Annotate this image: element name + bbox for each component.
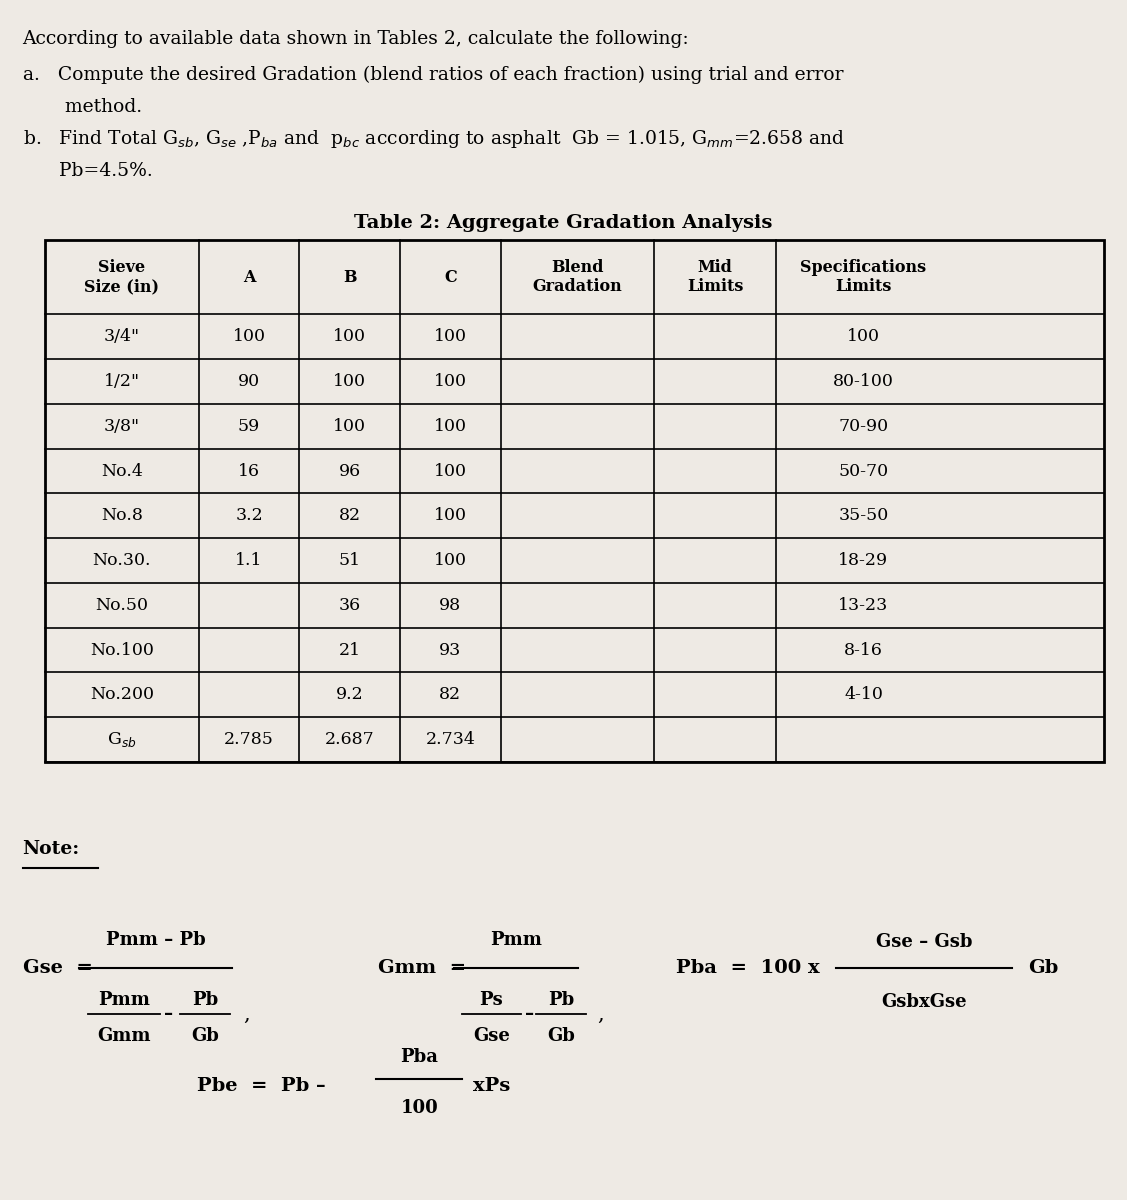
Text: Pba: Pba (400, 1049, 438, 1067)
Text: 100: 100 (848, 329, 880, 346)
Text: 2.734: 2.734 (425, 731, 476, 748)
Text: C: C (444, 269, 456, 286)
Text: a.   Compute the desired Gradation (blend ratios of each fraction) using trial a: a. Compute the desired Gradation (blend … (23, 66, 843, 84)
Text: Pbe  =  Pb –: Pbe = Pb – (197, 1078, 326, 1094)
Text: 9.2: 9.2 (336, 686, 364, 703)
Text: 59: 59 (238, 418, 260, 434)
Text: Sieve
Size (in): Sieve Size (in) (85, 259, 159, 295)
Text: 82: 82 (338, 508, 361, 524)
Text: 70-90: 70-90 (838, 418, 888, 434)
Text: No.8: No.8 (101, 508, 143, 524)
Text: 18-29: 18-29 (838, 552, 888, 569)
Text: 1/2": 1/2" (104, 373, 140, 390)
Text: Blend
Gradation: Blend Gradation (533, 259, 622, 295)
Text: G$_{sb}$: G$_{sb}$ (107, 730, 136, 749)
Text: 100: 100 (434, 462, 467, 480)
Text: Gb: Gb (192, 1026, 219, 1044)
Text: 100: 100 (334, 418, 366, 434)
Text: Gse: Gse (473, 1026, 509, 1044)
Text: Gb: Gb (1028, 960, 1058, 977)
Text: 100: 100 (334, 373, 366, 390)
Text: 2.785: 2.785 (224, 731, 274, 748)
Text: 13-23: 13-23 (838, 596, 888, 614)
Text: 100: 100 (334, 329, 366, 346)
Text: 36: 36 (338, 596, 361, 614)
Text: 3/4": 3/4" (104, 329, 140, 346)
Text: Pb=4.5%.: Pb=4.5%. (23, 162, 152, 180)
Text: 100: 100 (434, 329, 467, 346)
Text: 80-100: 80-100 (833, 373, 894, 390)
Text: –: – (525, 1006, 534, 1022)
Text: Pba  =  100 x: Pba = 100 x (676, 960, 819, 977)
Text: Pmm – Pb: Pmm – Pb (106, 931, 205, 948)
Text: 100: 100 (232, 329, 266, 346)
Text: 3.2: 3.2 (236, 508, 263, 524)
Text: Gb: Gb (548, 1026, 575, 1044)
Text: 16: 16 (238, 462, 260, 480)
Text: 21: 21 (338, 642, 361, 659)
Text: 100: 100 (434, 552, 467, 569)
Text: b.   Find Total G$_{sb}$, G$_{se}$ ,P$_{ba}$ and  p$_{bc}$ according to asphalt : b. Find Total G$_{sb}$, G$_{se}$ ,P$_{ba… (23, 128, 844, 150)
Text: A: A (242, 269, 255, 286)
Text: 1.1: 1.1 (236, 552, 263, 569)
Text: Gse  =: Gse = (23, 960, 92, 977)
Text: ,: , (597, 1004, 604, 1024)
Text: Pmm: Pmm (98, 991, 150, 1008)
Text: Gse – Gsb: Gse – Gsb (876, 934, 973, 950)
Text: 3/8": 3/8" (104, 418, 140, 434)
Text: 100: 100 (400, 1099, 438, 1116)
Text: 8-16: 8-16 (844, 642, 882, 659)
Text: 96: 96 (338, 462, 361, 480)
Text: 35-50: 35-50 (838, 508, 888, 524)
Text: 98: 98 (440, 596, 461, 614)
Text: GsbxGse: GsbxGse (881, 994, 967, 1010)
Text: According to available data shown in Tables 2, calculate the following:: According to available data shown in Tab… (23, 30, 690, 48)
Text: Note:: Note: (23, 840, 80, 858)
Text: 93: 93 (440, 642, 461, 659)
Text: Pmm: Pmm (490, 931, 542, 948)
Text: No.4: No.4 (101, 462, 143, 480)
Text: No.50: No.50 (96, 596, 149, 614)
Text: Ps: Ps (479, 991, 504, 1008)
Text: 100: 100 (434, 508, 467, 524)
Text: –: – (165, 1006, 174, 1022)
Text: 82: 82 (440, 686, 461, 703)
Text: Mid
Limits: Mid Limits (687, 259, 744, 295)
Text: 100: 100 (434, 418, 467, 434)
Text: Specifications
Limits: Specifications Limits (800, 259, 926, 295)
Text: No.100: No.100 (90, 642, 153, 659)
Text: 100: 100 (434, 373, 467, 390)
Text: 2.687: 2.687 (325, 731, 374, 748)
Text: Gmm  =: Gmm = (378, 960, 465, 977)
Text: Pb: Pb (548, 991, 575, 1008)
Text: 4-10: 4-10 (844, 686, 882, 703)
Text: method.: method. (23, 98, 142, 116)
Text: Gmm: Gmm (97, 1026, 151, 1044)
Text: No.30.: No.30. (92, 552, 151, 569)
Text: 50-70: 50-70 (838, 462, 888, 480)
Text: B: B (343, 269, 356, 286)
Text: Table 2: Aggregate Gradation Analysis: Table 2: Aggregate Gradation Analysis (354, 214, 773, 232)
Text: 90: 90 (238, 373, 260, 390)
Text: xPs: xPs (473, 1078, 511, 1094)
Text: Pb: Pb (192, 991, 219, 1008)
Text: No.200: No.200 (90, 686, 154, 703)
Text: ,: , (243, 1004, 250, 1024)
Text: 51: 51 (338, 552, 361, 569)
